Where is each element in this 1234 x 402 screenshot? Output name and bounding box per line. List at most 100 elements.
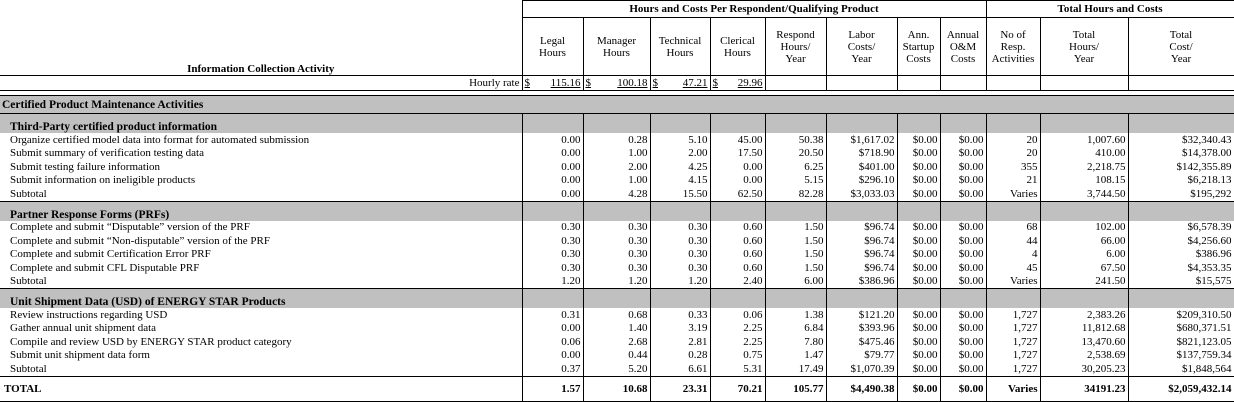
cell: $0.00 [939,348,987,362]
cell: 1.00 [582,146,651,160]
cell: 0.06 [709,308,766,322]
currency: $ [524,77,531,89]
cell: 0.00 [709,160,766,174]
cell: 0.28 [649,348,711,362]
cell: 21 [985,173,1041,187]
cell: 0.30 [521,261,584,275]
column-header-line: Annual [946,28,980,41]
cell: $0.00 [939,173,987,187]
data-row: Submit summary of verification testing d… [0,146,1234,160]
activity: Gather annual unit shipment data [0,321,523,335]
cell: 6.61 [649,362,711,377]
total-row: TOTAL 1.57 10.68 23.31 70.21 105.77 $4,490.38 $… [0,375,1234,402]
blank [764,200,827,221]
cell: 0.31 [521,308,584,322]
blank [985,200,1041,221]
column-header-line: O&M [949,40,977,53]
column-header: No of Resp. Activities [985,17,1041,76]
column-header-line: Year [1073,52,1095,65]
cell: $0.00 [896,133,941,147]
blank [1127,200,1234,221]
blank [896,200,941,221]
column-header: Annual O&M Costs [939,17,987,76]
data-row: Submit testing failure information 0.00 2.… [0,160,1234,174]
cell: $475.46 [825,335,898,349]
total-cell: 23.31 [649,375,711,402]
cell: 0.30 [649,220,711,234]
column-header-line: Year [1170,52,1192,65]
cell: 2.81 [649,335,711,349]
blank [764,288,827,308]
cell: 0.28 [582,133,651,147]
cell: 1,727 [985,362,1041,377]
total-cell: 1.57 [521,375,584,402]
cell: $0.00 [896,321,941,335]
blank [521,113,584,133]
cell: 67.50 [1039,261,1129,275]
cell: 1.20 [521,274,584,289]
blank [985,113,1041,133]
cell: 45 [985,261,1041,275]
cell: $0.00 [896,362,941,377]
cell: 1,727 [985,321,1041,335]
cell: $0.00 [896,146,941,160]
cell: $386.96 [825,274,898,289]
cell: 0.37 [521,362,584,377]
activity: Subtotal [0,187,523,202]
cell: $296.10 [825,173,898,187]
hourly-rate: $47.21 [649,75,711,91]
subsection-row: Third-Party certified product informatio… [0,113,1234,133]
cell: 6.25 [764,160,827,174]
hourly-rate-label: Hourly rate [0,75,523,91]
column-header-line: Cost/ [1169,40,1193,53]
cell: 2.00 [582,160,651,174]
cell: 0.30 [521,247,584,261]
cell: 5.10 [649,133,711,147]
cell: $121.20 [825,308,898,322]
column-header-line: Resp. [1000,40,1026,53]
cell: 2.25 [709,335,766,349]
cell: $0.00 [939,362,987,377]
cell: $96.74 [825,261,898,275]
column-header-line: Startup [902,40,935,53]
column-header: Total Cost/Year [1127,17,1234,76]
data-row: Complete and submit “Non-disputable” ver… [0,234,1234,248]
data-row: Subtotal 0.37 5.20 6.61 5.31 17.49 $1,070.39 $0… [0,362,1234,377]
cell: 3.19 [649,321,711,335]
cell: 3,744.50 [1039,187,1129,202]
cell: $1,848,564 [1127,362,1234,377]
cell: 0.60 [709,261,766,275]
cell: $195,292 [1127,187,1234,202]
blank [709,113,766,133]
blank [939,113,987,133]
cell: $0.00 [939,335,987,349]
cell: 5.20 [582,362,651,377]
cell: $0.00 [896,308,941,322]
total-cell: 70.21 [709,375,766,402]
column-header-line: Year [851,52,872,65]
cell: 13,470.60 [1039,335,1129,349]
cell: 1,727 [985,335,1041,349]
cell: 0.60 [709,247,766,261]
cell: 4.28 [582,187,651,202]
rate-value: 29.96 [737,77,763,89]
cell: 1.50 [764,261,827,275]
blank [985,75,1041,91]
blank [709,288,766,308]
hourly-rate: $115.16 [521,75,584,91]
cell: $680,371.51 [1127,321,1234,335]
rate-value: 115.16 [550,77,581,89]
cell: $0.00 [896,335,941,349]
column-header-line: Total [1169,28,1193,41]
column-header: Manager Hours [582,17,651,76]
cell: $0.00 [939,234,987,248]
cell: $0.00 [896,348,941,362]
column-header-line: Ann. [907,28,930,41]
cell: 45.00 [709,133,766,147]
column-header-line: Respond [776,28,815,41]
cell: $0.00 [939,308,987,322]
cell: $821,123.05 [1127,335,1234,349]
blank [764,75,827,91]
column-header-line: Hours/ [1069,40,1099,53]
cell: 0.60 [709,220,766,234]
